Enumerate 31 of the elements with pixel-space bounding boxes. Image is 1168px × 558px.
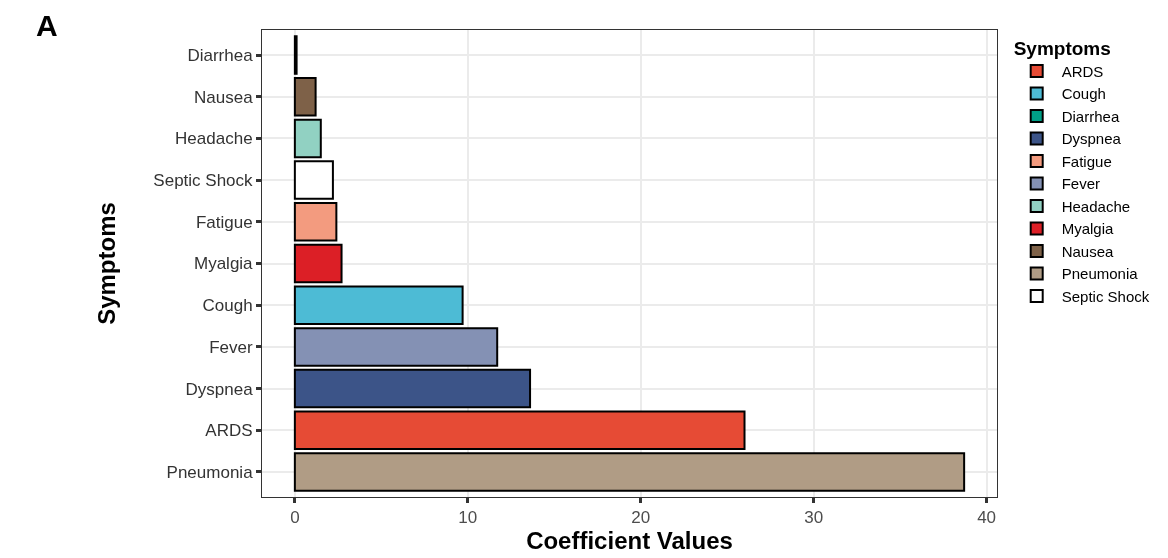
- legend-title: Symptoms: [1013, 37, 1111, 59]
- legend-label: Fatigue: [1061, 152, 1112, 170]
- y-tick-label: Pneumonia: [166, 462, 254, 482]
- legend-label: Septic Shock: [1061, 287, 1150, 305]
- legend-label: Pneumonia: [1061, 265, 1139, 283]
- legend-label: ARDS: [1061, 62, 1104, 80]
- legend-label: Diarrhea: [1061, 107, 1120, 125]
- y-tick-label: Septic Shock: [153, 171, 254, 191]
- y-tick-label: Nausea: [193, 87, 254, 107]
- x-tick-label: 20: [631, 508, 651, 528]
- text: A: [36, 9, 58, 42]
- legend-label: Myalgia: [1061, 220, 1115, 238]
- x-axis-title: Coefficient Values: [526, 527, 733, 555]
- x-tick-label: 10: [458, 508, 478, 528]
- y-tick-label: Dyspnea: [185, 379, 254, 399]
- x-tick-label: 40: [977, 508, 997, 528]
- y-tick-label: Cough: [202, 296, 253, 316]
- y-tick-label: Fatigue: [195, 212, 253, 232]
- x-tick-label: 0: [290, 508, 300, 528]
- y-axis-title: Symptoms: [93, 202, 121, 325]
- legend-label: Cough: [1061, 85, 1106, 103]
- legend-label: Dyspnea: [1061, 130, 1122, 148]
- x-tick-label: 30: [804, 508, 824, 528]
- y-tick-label: Headache: [175, 129, 253, 149]
- legend-label: Fever: [1061, 175, 1101, 193]
- legend-label: Headache: [1061, 197, 1131, 215]
- legend-label: Nausea: [1061, 242, 1115, 260]
- y-tick-label: Diarrhea: [187, 45, 254, 65]
- y-tick-label: Myalgia: [194, 254, 254, 274]
- y-tick-label: Fever: [209, 337, 253, 357]
- y-tick-label: ARDS: [205, 421, 253, 441]
